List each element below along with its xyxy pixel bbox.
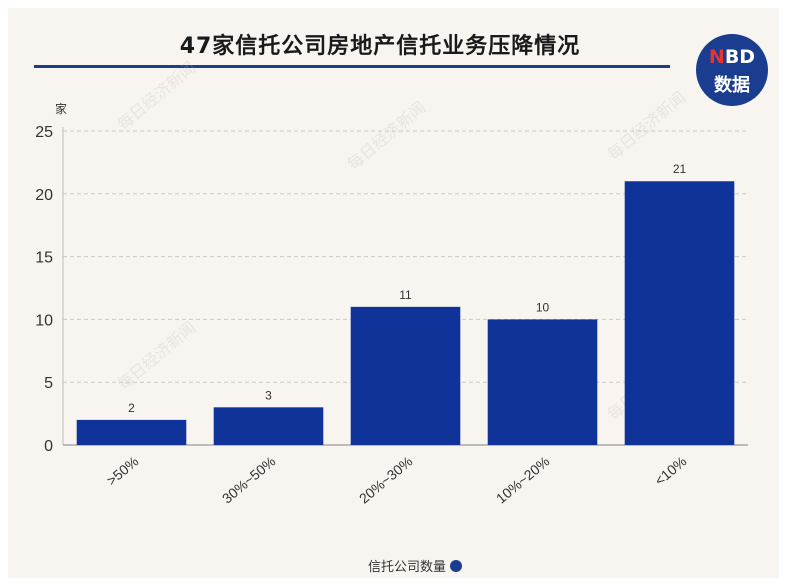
legend: 信托公司数量	[0, 556, 787, 575]
x-tick-label: 10%~20%	[493, 453, 552, 507]
bar	[213, 407, 324, 445]
bar	[487, 319, 598, 445]
watermark-text: 每日经济新闻	[604, 88, 690, 164]
data-label: 10	[536, 300, 550, 314]
y-tick-label: 5	[44, 375, 53, 392]
logo-text-top: NBD	[696, 46, 768, 68]
x-tick-label: >50%	[103, 453, 141, 489]
x-tick-label: <10%	[651, 453, 689, 489]
title-underline	[34, 65, 670, 68]
watermark-text: 每日经济新闻	[114, 58, 200, 134]
y-tick-label: 0	[44, 438, 53, 455]
logo-text-bottom: 数据	[714, 75, 750, 96]
data-label: 21	[673, 162, 687, 176]
bar	[624, 181, 735, 446]
x-tick-label: 20%~30%	[356, 453, 415, 507]
data-label: 11	[399, 288, 412, 302]
logo-mark: N	[708, 46, 725, 68]
x-tick-label: 30%~50%	[219, 453, 278, 507]
watermark-text: 每日经济新闻	[344, 98, 430, 174]
data-label: 3	[265, 388, 272, 402]
y-tick-label: 15	[35, 250, 53, 267]
legend-marker	[450, 560, 462, 572]
y-tick-label: 10	[35, 312, 53, 329]
bar	[76, 419, 187, 445]
y-axis-unit-label: 家	[55, 102, 68, 116]
bar	[350, 306, 461, 445]
y-tick-label: 20	[35, 187, 53, 204]
data-label: 2	[128, 401, 135, 415]
nbd-data-logo: NBD 数据	[696, 34, 768, 106]
logo-brand: BD	[724, 46, 756, 68]
y-tick-label: 25	[35, 124, 53, 141]
chart-title: 47家信托公司房地产信托业务压降情况	[179, 34, 581, 59]
legend-label: 信托公司数量	[367, 560, 446, 575]
